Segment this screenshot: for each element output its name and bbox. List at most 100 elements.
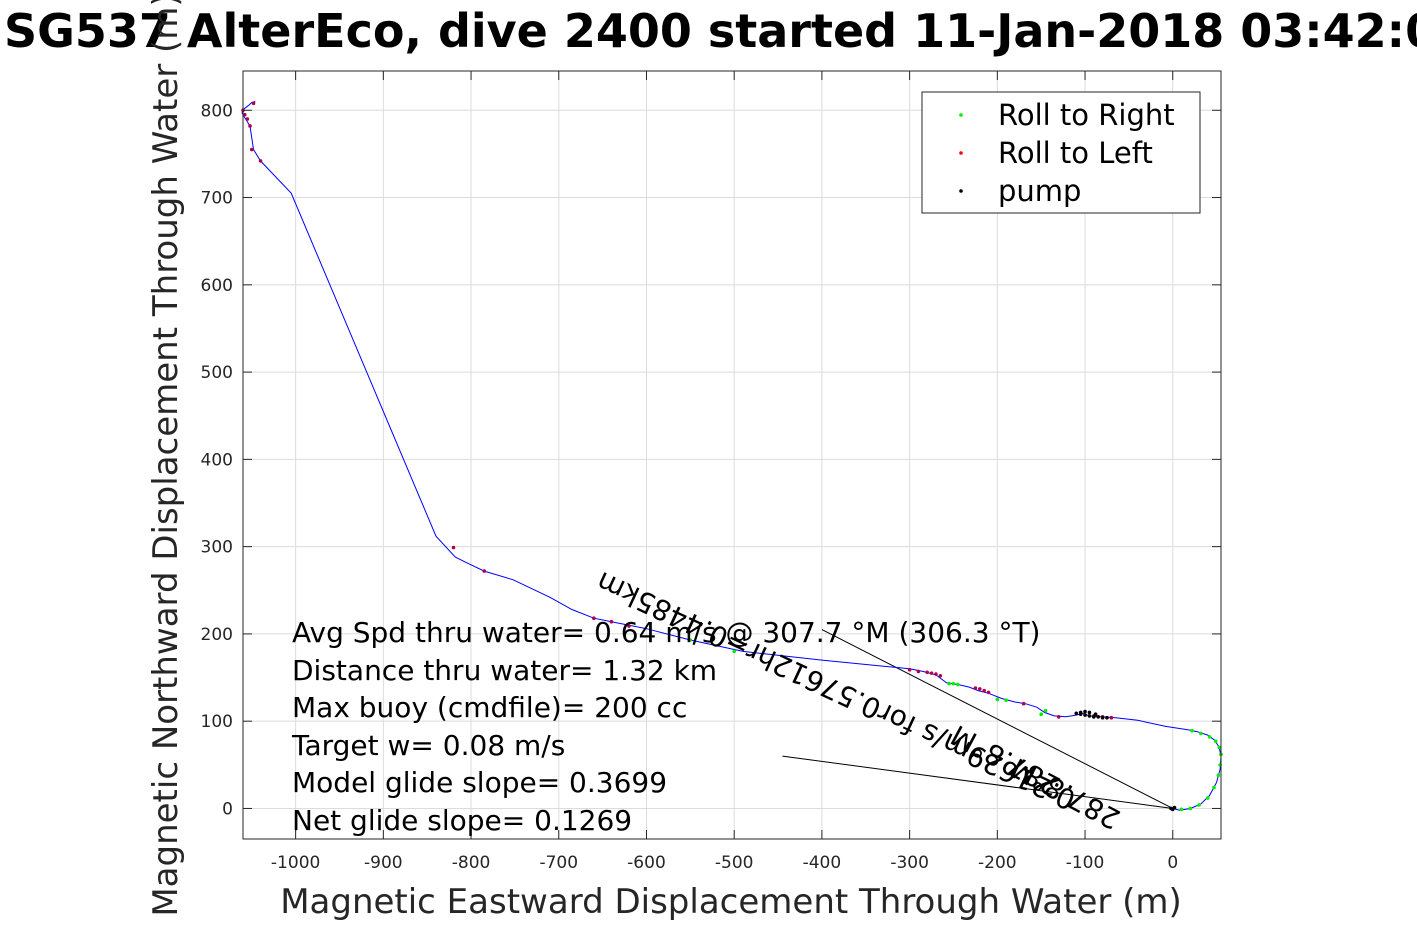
y-tick-label: 700	[201, 189, 233, 209]
reference-lines	[782, 629, 1173, 809]
roll-left-marker	[609, 619, 614, 624]
roll-right-marker	[1188, 806, 1193, 811]
legend-box	[921, 91, 1201, 214]
roll-right-marker	[1190, 728, 1194, 733]
roll-right-marker	[1212, 785, 1216, 790]
roll-right-marker	[1039, 712, 1043, 716]
x-tick-label: -400	[803, 853, 842, 873]
roll-right-marker	[1043, 708, 1048, 713]
pump-marker	[1105, 715, 1109, 720]
pump-marker	[1093, 712, 1098, 716]
roll-left-marker	[451, 545, 456, 550]
roll-right-marker	[1197, 803, 1201, 807]
x-tick-label: -900	[364, 853, 403, 873]
roll-left-marker	[916, 669, 921, 674]
roll-right-marker	[995, 697, 1000, 702]
x-tick-label: -200	[978, 853, 1017, 873]
annotation-max-buoy: Max buoy (cmdfile)= 200 cc	[292, 691, 687, 724]
roll-left-marker	[973, 686, 978, 690]
roll-left-marker	[1056, 715, 1061, 719]
legend-label-pump: pump	[998, 174, 1081, 208]
x-tick-label: 0	[1167, 853, 1178, 873]
y-tick-label: 100	[201, 712, 233, 732]
roll-right-marker	[1213, 739, 1218, 744]
roll-left-marker	[249, 147, 254, 152]
roll-left-marker	[251, 101, 256, 106]
roll-right-marker	[732, 649, 736, 654]
y-tick-label: 400	[201, 450, 233, 470]
x-tick-label: -500	[715, 853, 754, 873]
roll-left-marker	[907, 667, 912, 672]
annotation-target-w: Target w= 0.08 m/s	[291, 729, 565, 762]
pump-marker	[1087, 714, 1092, 718]
roll-right-marker	[1004, 698, 1008, 703]
pump-marker	[1096, 715, 1101, 719]
legend-marker-pump	[959, 189, 963, 193]
reference-line	[821, 629, 1173, 809]
pump-marker	[1092, 715, 1096, 719]
roll-left-marker	[245, 117, 250, 121]
roll-left-marker	[929, 671, 934, 675]
annotation-model-glide: Model glide slope= 0.3699	[292, 766, 667, 799]
pump-marker	[1074, 711, 1079, 716]
roll-right-marker	[1206, 796, 1210, 800]
roll-right-marker	[1199, 731, 1203, 736]
y-tick-label: 800	[201, 101, 233, 121]
roll-right-marker	[1217, 745, 1222, 750]
roll-right-marker	[1207, 735, 1212, 739]
roll-left-marker	[248, 124, 252, 128]
roll-left-marker	[592, 616, 596, 620]
roll-left-marker	[925, 670, 929, 675]
roll-left-marker	[1109, 715, 1114, 720]
x-tick-label: -300	[890, 853, 929, 873]
pump-marker	[1078, 710, 1083, 715]
roll-left-marker	[1021, 701, 1026, 706]
y-axis-label: Magnetic Northward Displacement Through …	[146, 0, 186, 917]
x-tick-label: -600	[627, 853, 666, 873]
legend-label-roll-left: Roll to Left	[998, 136, 1153, 170]
annotation-net-glide: Net glide slope= 0.1269	[292, 804, 632, 837]
roll-right-marker	[951, 681, 956, 686]
roll-left-marker	[934, 672, 938, 676]
pump-marker	[1172, 805, 1177, 810]
pump-marker	[1083, 713, 1087, 717]
legend-marker-roll-right	[959, 113, 963, 117]
pump-marker	[1100, 715, 1105, 720]
x-axis-label: Magnetic Eastward Displacement Through W…	[280, 882, 1182, 922]
axis-ticks: -1000 -900 -800 -700 -600 -500 -400 -300 -200 -10…	[201, 71, 1221, 873]
annotation-avg-speed: Avg Spd thru water= 0.64 m/s @ 307.7 °M …	[292, 616, 1040, 649]
pump-marker	[1087, 710, 1092, 715]
roll-left-marker	[982, 688, 986, 693]
roll-right-marker	[1179, 807, 1184, 812]
annotation-distance: Distance thru water= 1.32 km	[292, 654, 717, 687]
axes-box	[242, 70, 1222, 840]
roll-right-marker	[688, 638, 693, 642]
y-tick-label: 300	[201, 538, 233, 558]
pump-marker	[1083, 709, 1087, 714]
x-tick-label: -1000	[271, 853, 320, 873]
roll-right-marker	[956, 682, 960, 687]
statistics-annotations: Avg Spd thru water= 0.64 m/s @ 307.7 °M …	[291, 616, 1040, 837]
y-tick-label: 0	[222, 799, 233, 819]
roll-left-marker	[986, 690, 991, 695]
roll-left-marker	[938, 674, 943, 678]
roll-left-marker	[627, 624, 631, 628]
y-tick-label: 200	[201, 625, 233, 645]
roll-left-marker	[258, 159, 263, 163]
roll-right-marker	[1216, 773, 1221, 778]
reference-line	[782, 755, 1173, 809]
x-tick-label: -800	[452, 853, 491, 873]
roll-left-marker	[977, 687, 982, 691]
roll-right-marker	[947, 681, 951, 686]
roll-left-marker	[242, 112, 247, 117]
y-tick-label: 600	[201, 276, 233, 296]
y-tick-label: 500	[201, 363, 233, 383]
legend: Roll to Right Roll to Left pump	[921, 91, 1201, 214]
legend-label-roll-right: Roll to Right	[998, 98, 1175, 132]
x-tick-label: -700	[539, 853, 578, 873]
legend-marker-roll-left	[959, 151, 963, 155]
x-tick-label: -100	[1066, 853, 1105, 873]
roll-left-marker	[482, 569, 487, 573]
chart-title: SG537 AlterEco, dive 2400 started 11-Jan…	[4, 4, 1417, 58]
